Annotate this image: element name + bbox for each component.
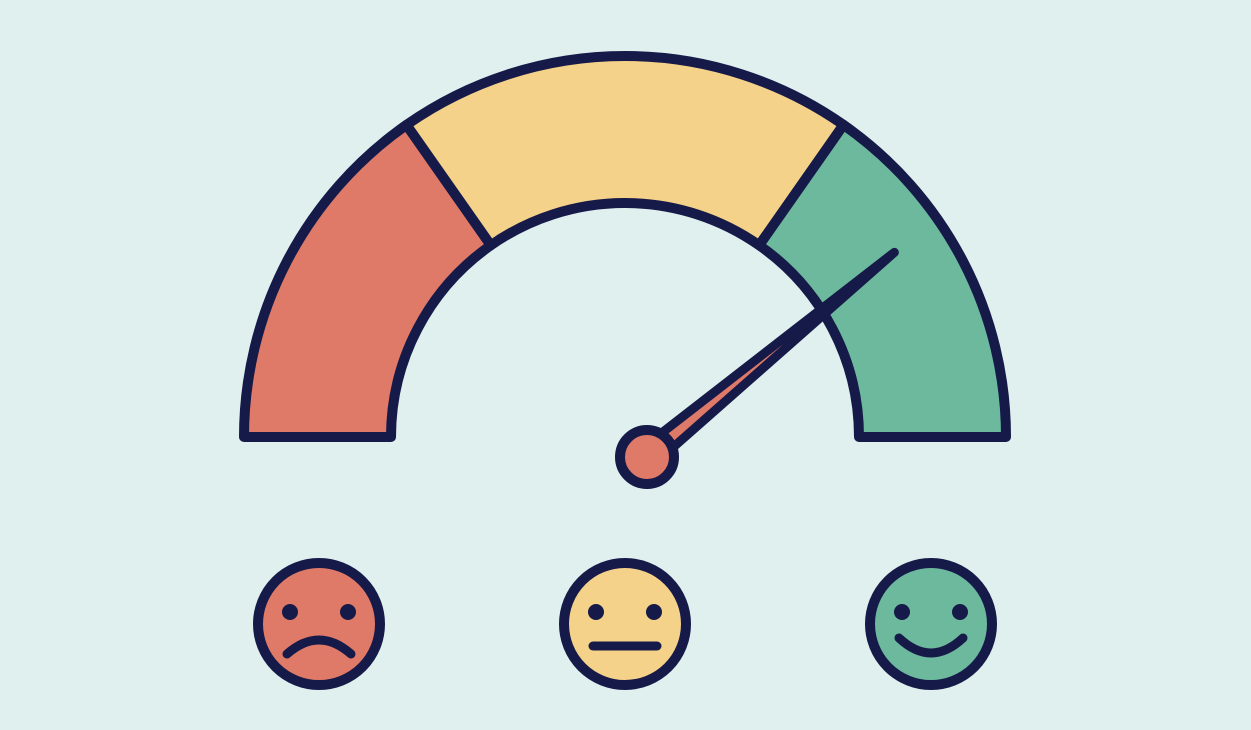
face-eye xyxy=(282,604,298,620)
neutral-face-icon xyxy=(559,558,691,690)
face-eye xyxy=(588,604,604,620)
face-eye xyxy=(646,604,662,620)
face-circle xyxy=(865,558,997,690)
face-circle xyxy=(559,558,691,690)
gauge-segment-good xyxy=(754,119,1011,442)
face-mouth xyxy=(282,635,356,659)
gauge-needle xyxy=(615,247,899,489)
sad-face-icon xyxy=(253,558,385,690)
face-circle xyxy=(253,558,385,690)
face-mouth xyxy=(894,633,968,658)
face-eye xyxy=(340,604,356,620)
face-eye xyxy=(952,604,968,620)
gauge-segment-neutral xyxy=(401,51,849,251)
needle-hub xyxy=(615,425,679,489)
gauge-segment-bad xyxy=(239,119,496,442)
happy-face-icon xyxy=(865,558,997,690)
face-eye xyxy=(894,604,910,620)
